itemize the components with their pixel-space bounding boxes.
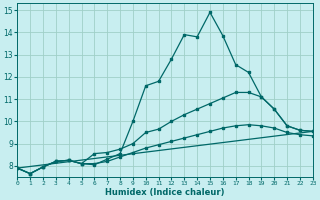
X-axis label: Humidex (Indice chaleur): Humidex (Indice chaleur) bbox=[105, 188, 225, 197]
